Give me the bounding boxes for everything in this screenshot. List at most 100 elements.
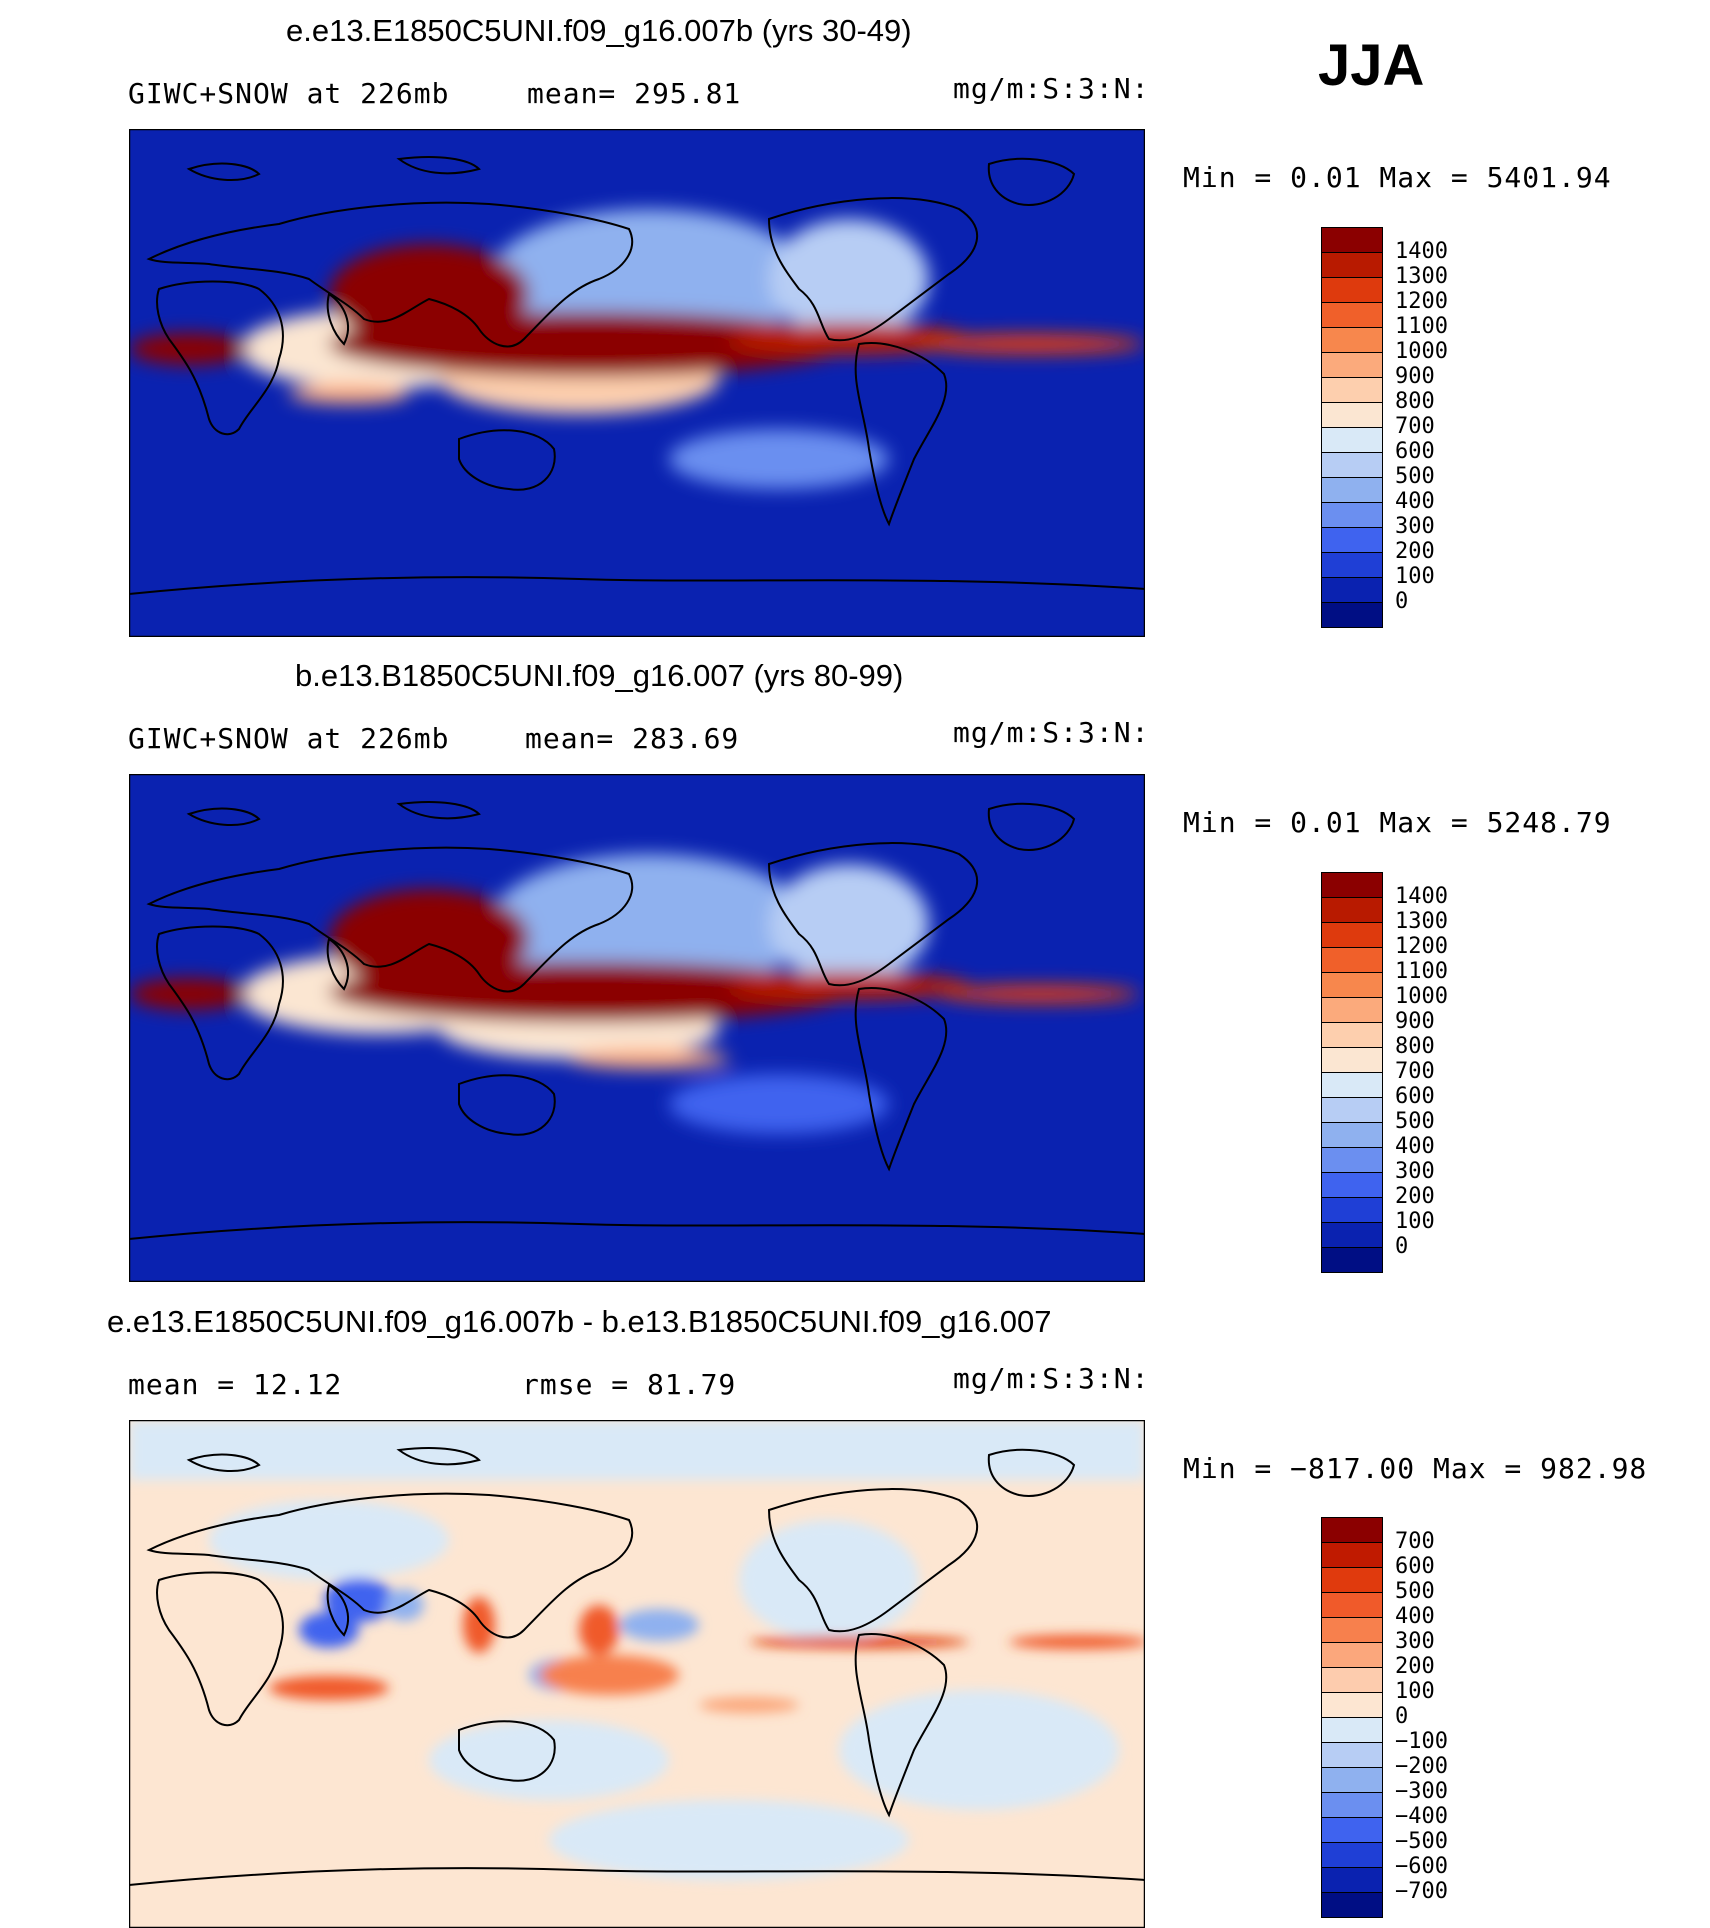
colorbar-cell xyxy=(1321,947,1383,972)
colorbar-cell xyxy=(1321,402,1383,427)
colorbar-label: 1400 xyxy=(1395,884,1448,909)
colorbar-label: 700 xyxy=(1395,1529,1435,1554)
colorbar-cell xyxy=(1321,1667,1383,1692)
colorbar-label: −400 xyxy=(1395,1804,1448,1829)
panel-2-mean-label: mean= 283.69 xyxy=(525,722,740,755)
colorbar-label: 0 xyxy=(1395,1234,1409,1259)
colorbar-cell xyxy=(1321,327,1383,352)
panel-3-colorbar xyxy=(1321,1517,1383,1918)
colorbar-cell xyxy=(1321,1567,1383,1592)
colorbar-label: 1200 xyxy=(1395,289,1448,314)
colorbar-cell xyxy=(1321,502,1383,527)
colorbar-label: 100 xyxy=(1395,564,1435,589)
colorbar-label: 400 xyxy=(1395,1604,1435,1629)
colorbar-cell xyxy=(1321,1592,1383,1617)
colorbar-label: 200 xyxy=(1395,1654,1435,1679)
colorbar-cell xyxy=(1321,1197,1383,1222)
colorbar-cell xyxy=(1321,552,1383,577)
colorbar-label: 1200 xyxy=(1395,934,1448,959)
colorbar-cell xyxy=(1321,1742,1383,1767)
colorbar-cell xyxy=(1321,1642,1383,1667)
panel-2-map xyxy=(129,774,1145,1282)
panel-1-map xyxy=(129,129,1145,637)
panel-2-colorbar-labels: 1400 1300 1200 1100 1000 900 800 700 600 500 400 30… xyxy=(1395,884,1448,1259)
colorbar-label: −700 xyxy=(1395,1879,1448,1904)
colorbar-cell xyxy=(1321,227,1383,252)
colorbar-cell xyxy=(1321,302,1383,327)
colorbar-cell xyxy=(1321,1097,1383,1122)
colorbar-cell xyxy=(1321,972,1383,997)
colorbar-label: 1100 xyxy=(1395,314,1448,339)
colorbar-label: 400 xyxy=(1395,1134,1435,1159)
colorbar-label: 400 xyxy=(1395,489,1435,514)
colorbar-label: 200 xyxy=(1395,1184,1435,1209)
colorbar-cell xyxy=(1321,427,1383,452)
panel-3-colorbar-labels: 700 600 500 400 300 200 100 0 −100 −200 −300 −400 −5… xyxy=(1395,1529,1448,1904)
colorbar-cell xyxy=(1321,1517,1383,1542)
colorbar-label: −200 xyxy=(1395,1754,1448,1779)
colorbar-cell xyxy=(1321,1817,1383,1842)
colorbar-label: 500 xyxy=(1395,1579,1435,1604)
colorbar-cell xyxy=(1321,872,1383,897)
colorbar-cell xyxy=(1321,997,1383,1022)
colorbar-label: 300 xyxy=(1395,1159,1435,1184)
colorbar-cell xyxy=(1321,1172,1383,1197)
colorbar-cell xyxy=(1321,252,1383,277)
colorbar-label: −600 xyxy=(1395,1854,1448,1879)
colorbar-cell xyxy=(1321,377,1383,402)
panel-1-units-label: mg/m:S:3:N: xyxy=(953,72,1150,105)
colorbar-cell xyxy=(1321,352,1383,377)
panel-3-title: e.e13.E1850C5UNI.f09_g16.007b - b.e13.B1… xyxy=(107,1304,1052,1339)
panel-2-minmax: Min = 0.01 Max = 5248.79 xyxy=(1183,806,1612,839)
colorbar-label: 1300 xyxy=(1395,264,1448,289)
colorbar-cell xyxy=(1321,1247,1383,1273)
colorbar-label: 600 xyxy=(1395,1554,1435,1579)
colorbar-label: 900 xyxy=(1395,364,1435,389)
panel-1-minmax: Min = 0.01 Max = 5401.94 xyxy=(1183,161,1612,194)
panel-3-mean-label: mean = 12.12 xyxy=(128,1368,343,1401)
colorbar-cell xyxy=(1321,1542,1383,1567)
colorbar-cell xyxy=(1321,1692,1383,1717)
panel-3-rmse-label: rmse = 81.79 xyxy=(522,1368,737,1401)
season-label: JJA xyxy=(1318,33,1425,98)
colorbar-cell xyxy=(1321,1147,1383,1172)
colorbar-label: 800 xyxy=(1395,389,1435,414)
colorbar-cell xyxy=(1321,1222,1383,1247)
colorbar-cell xyxy=(1321,1867,1383,1892)
colorbar-cell xyxy=(1321,922,1383,947)
colorbar-label: 900 xyxy=(1395,1009,1435,1034)
panel-3-units-label: mg/m:S:3:N: xyxy=(953,1362,1150,1395)
panel-1-colorbar xyxy=(1321,227,1383,628)
colorbar-cell xyxy=(1321,577,1383,602)
panel-3-minmax: Min = −817.00 Max = 982.98 xyxy=(1183,1452,1648,1485)
colorbar-cell xyxy=(1321,452,1383,477)
panel-3-map xyxy=(129,1420,1145,1928)
panel-2-colorbar xyxy=(1321,872,1383,1273)
colorbar-cell xyxy=(1321,1892,1383,1918)
colorbar-cell xyxy=(1321,1767,1383,1792)
colorbar-cell xyxy=(1321,1617,1383,1642)
colorbar-label: 800 xyxy=(1395,1034,1435,1059)
colorbar-cell xyxy=(1321,1122,1383,1147)
colorbar-label: 1100 xyxy=(1395,959,1448,984)
colorbar-label: 300 xyxy=(1395,514,1435,539)
colorbar-cell xyxy=(1321,1022,1383,1047)
panel-2-field-label: GIWC+SNOW at 226mb xyxy=(128,722,450,755)
colorbar-cell xyxy=(1321,527,1383,552)
panel-1-colorbar-labels: 1400 1300 1200 1100 1000 900 800 700 600 500 400 30… xyxy=(1395,239,1448,614)
panel-1-field-label: GIWC+SNOW at 226mb xyxy=(128,77,450,110)
colorbar-cell xyxy=(1321,1792,1383,1817)
colorbar-cell xyxy=(1321,1047,1383,1072)
colorbar-label: 100 xyxy=(1395,1679,1435,1704)
colorbar-label: 600 xyxy=(1395,439,1435,464)
colorbar-label: 100 xyxy=(1395,1209,1435,1234)
colorbar-label: 200 xyxy=(1395,539,1435,564)
colorbar-label: 1400 xyxy=(1395,239,1448,264)
colorbar-label: 0 xyxy=(1395,1704,1409,1729)
colorbar-label: 500 xyxy=(1395,1109,1435,1134)
colorbar-cell xyxy=(1321,477,1383,502)
colorbar-label: 300 xyxy=(1395,1629,1435,1654)
colorbar-cell xyxy=(1321,1072,1383,1097)
colorbar-cell xyxy=(1321,1717,1383,1742)
colorbar-label: 500 xyxy=(1395,464,1435,489)
